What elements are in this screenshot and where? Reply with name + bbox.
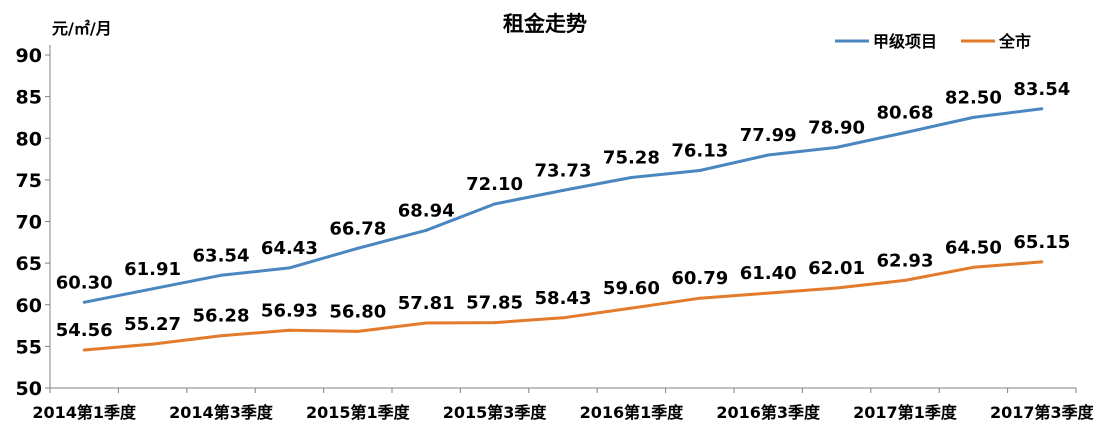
data-label: 61.91 (124, 259, 181, 280)
data-label: 83.54 (1013, 79, 1070, 100)
data-labels-layer: 60.30 61.91 63.54 64.43 66.78 68.94 72.10 73.73… (56, 79, 1071, 341)
x-tick-label: 2014第3季度 (169, 403, 274, 422)
axes: 50 55 60 65 70 75 80 85 90 2014第1季度 2014第3季度 2015第1… (16, 45, 1095, 422)
data-point (971, 265, 975, 269)
data-point (766, 291, 770, 295)
y-tick-label: 75 (16, 170, 42, 192)
data-point (82, 348, 86, 352)
legend-label-1: 甲级项目 (873, 32, 937, 51)
data-label: 64.50 (945, 237, 1002, 258)
data-point (151, 342, 155, 346)
data-point (698, 168, 702, 172)
data-label: 54.56 (56, 320, 113, 341)
data-label: 76.13 (671, 140, 728, 161)
data-point (424, 228, 428, 232)
y-axis-unit-label: 元/㎡/月 (52, 19, 112, 38)
data-point (219, 334, 223, 338)
data-label: 56.93 (261, 300, 318, 321)
data-point (835, 145, 839, 149)
y-tick-label: 55 (16, 336, 42, 358)
data-point (561, 188, 565, 192)
data-point (698, 296, 702, 300)
data-point (629, 176, 633, 180)
data-label: 55.27 (124, 314, 181, 335)
data-label: 77.99 (740, 125, 797, 146)
data-point (1040, 107, 1044, 111)
data-label: 57.85 (466, 293, 523, 314)
data-label: 56.80 (329, 301, 386, 322)
data-label: 72.10 (466, 174, 523, 195)
legend: 甲级项目 全市 (835, 32, 1031, 51)
data-point (493, 321, 497, 325)
data-label: 62.93 (877, 250, 934, 271)
data-point (971, 115, 975, 119)
y-tick-label: 90 (16, 45, 42, 67)
x-tick-label: 2015第1季度 (306, 403, 411, 422)
x-tick-label: 2017第3季度 (990, 403, 1095, 422)
x-tick-label: 2016第1季度 (580, 403, 685, 422)
data-label: 75.28 (603, 148, 660, 169)
y-tick-label: 80 (16, 128, 42, 150)
data-point (287, 266, 291, 270)
data-point (561, 316, 565, 320)
data-label: 78.90 (808, 117, 865, 138)
data-point (151, 287, 155, 291)
y-tick-label: 50 (16, 378, 42, 400)
data-point (766, 153, 770, 157)
data-point (424, 321, 428, 325)
data-point (903, 278, 907, 282)
data-point (1040, 260, 1044, 264)
data-label: 82.50 (945, 87, 1002, 108)
y-tick-label: 60 (16, 295, 42, 317)
data-label: 60.79 (671, 268, 728, 289)
data-label: 60.30 (56, 272, 113, 293)
data-point (493, 202, 497, 206)
data-label: 57.81 (398, 293, 455, 314)
chart-title: 租金走势 (503, 12, 587, 36)
data-label: 56.28 (193, 306, 250, 327)
data-label: 66.78 (329, 218, 386, 239)
x-tick-label: 2015第3季度 (443, 403, 548, 422)
data-label: 62.01 (808, 258, 865, 279)
data-label: 68.94 (398, 200, 455, 221)
data-point (903, 131, 907, 135)
series-layer (82, 107, 1044, 352)
x-tick-label: 2014第1季度 (32, 403, 137, 422)
data-point (356, 329, 360, 333)
data-label: 65.15 (1013, 232, 1070, 253)
data-point (835, 286, 839, 290)
data-label: 63.54 (193, 245, 250, 266)
x-tick-label: 2017第1季度 (853, 403, 958, 422)
data-label: 61.40 (740, 263, 797, 284)
y-tick-label: 85 (16, 87, 42, 109)
data-label: 64.43 (261, 238, 318, 259)
data-label: 59.60 (603, 278, 660, 299)
data-point (82, 300, 86, 304)
data-point (629, 306, 633, 310)
series-line-1 (83, 107, 1042, 304)
data-point (219, 273, 223, 277)
x-tick-label: 2016第3季度 (716, 403, 821, 422)
data-label: 73.73 (535, 160, 592, 181)
data-point (356, 246, 360, 250)
y-tick-label: 70 (16, 212, 42, 234)
data-label: 80.68 (877, 103, 934, 124)
y-tick-label: 65 (16, 253, 42, 275)
legend-label-2: 全市 (998, 32, 1031, 51)
data-label: 58.43 (535, 288, 592, 309)
data-point (287, 328, 291, 332)
